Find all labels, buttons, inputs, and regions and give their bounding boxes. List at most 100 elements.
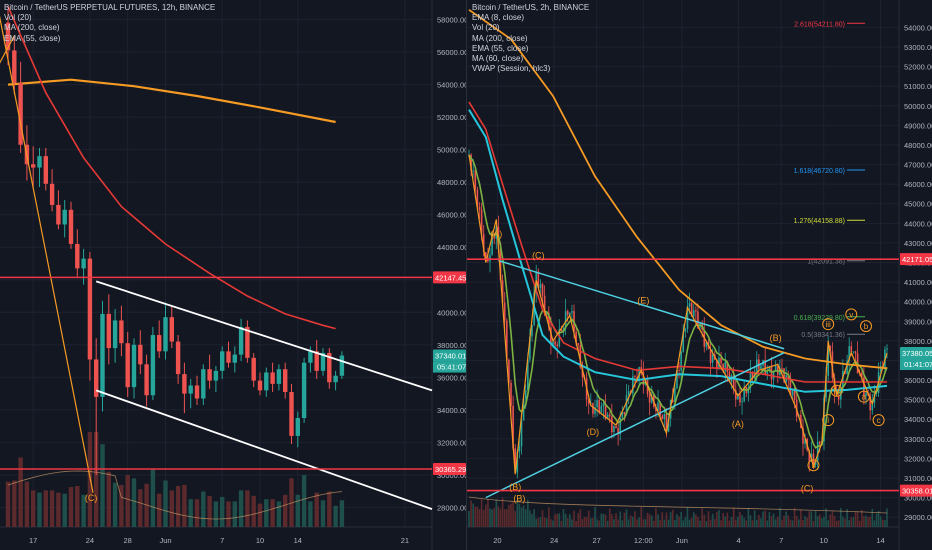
- right-volume-bar: [596, 519, 598, 527]
- right-volume-bar: [812, 520, 815, 527]
- right-volume-bar: [581, 519, 584, 527]
- right-price-tag-lower-bg: [900, 484, 932, 497]
- right-candle-body: [556, 344, 559, 347]
- right-volume-bar: [646, 512, 649, 527]
- right-volume-bar: [781, 519, 783, 527]
- left-candle-body: [94, 359, 99, 397]
- right-candle-body: [514, 448, 517, 473]
- right-candle-body: [545, 312, 548, 315]
- left-y-tick-label: 44000.00: [437, 243, 466, 252]
- right-volume-bar: [829, 514, 832, 527]
- right-volume-bar: [638, 517, 640, 527]
- right-candle-body: [470, 154, 472, 172]
- right-volume-bar: [688, 519, 691, 527]
- right-candle-body: [886, 348, 888, 350]
- right-volume-bar: [753, 510, 756, 527]
- right-wave-label: a: [862, 393, 867, 402]
- left-candle-body: [106, 313, 111, 349]
- right-volume-bar: [623, 512, 626, 527]
- right-candle-body: [527, 359, 529, 391]
- right-volume-bar: [772, 513, 775, 527]
- right-chart-panel[interactable]: Bitcoin / TetherUS, 2h, BINANCE EMA (8, …: [466, 0, 932, 550]
- right-volume-bar: [690, 517, 693, 527]
- left-y-tick-label: 34000.00: [437, 406, 466, 415]
- right-candle-body: [800, 414, 802, 428]
- left-volume-bar: [75, 486, 80, 527]
- right-volume-bar: [867, 517, 869, 527]
- right-volume-bar: [854, 511, 857, 527]
- right-volume-bar: [487, 499, 489, 527]
- right-volume-bar: [720, 520, 722, 527]
- right-volume-bar: [503, 509, 506, 527]
- right-candle-body: [634, 376, 636, 378]
- right-candle-body: [531, 324, 533, 337]
- right-chart-svg[interactable]: 54000.00 53000.00 52000.00 51000.00 50000.00…: [467, 0, 932, 550]
- left-volume-bar: [283, 494, 288, 527]
- right-candle-body: [732, 375, 735, 390]
- right-volume-bar: [842, 516, 844, 527]
- right-volume-bar: [785, 511, 787, 527]
- right-candle-body: [676, 370, 678, 389]
- right-y-tick-label: 40000.00: [904, 298, 932, 307]
- left-candle-body: [112, 320, 118, 349]
- right-y-tick-label: 30000.00: [904, 494, 932, 503]
- right-candle-body: [764, 360, 766, 375]
- right-volume-bar: [837, 520, 840, 527]
- right-triangle-upper: [498, 259, 785, 350]
- right-fib-label: 1.276(44158.88): [794, 218, 845, 225]
- right-volume-bar: [636, 519, 638, 527]
- right-candle-body: [510, 382, 512, 406]
- left-volume-bar: [333, 505, 338, 527]
- right-price-tag-lower: 30358.01: [902, 487, 932, 496]
- left-chart-svg[interactable]: 58000.00 56000.00 54000.00 52000.00 50000.00…: [0, 0, 466, 550]
- left-candle-body: [327, 352, 332, 383]
- left-chart-panel[interactable]: Bitcoin / TetherUS PERPETUAL FUTURES, 12…: [0, 0, 466, 550]
- left-volume-bar: [188, 499, 193, 527]
- right-volume-bar: [728, 520, 731, 527]
- left-candle-body: [131, 344, 137, 388]
- right-volume-bar: [508, 504, 510, 527]
- right-volume-bar: [871, 508, 874, 527]
- right-candle-body: [539, 284, 542, 288]
- left-volume-bar: [49, 490, 55, 527]
- left-countdown-bg: [433, 361, 466, 373]
- right-candle-body: [686, 306, 689, 329]
- right-candle-body: [818, 441, 821, 444]
- right-volume-bar: [491, 509, 493, 527]
- right-ma200-line: [468, 9, 888, 370]
- left-candle-body: [5, 22, 11, 51]
- right-candle-body: [518, 446, 521, 452]
- right-volume-bar: [655, 508, 657, 527]
- right-wave-label: (A): [732, 419, 744, 429]
- right-candle-body: [720, 357, 722, 364]
- right-volume-bar: [827, 520, 829, 527]
- right-candle-body: [608, 414, 611, 417]
- right-volume-bar: [802, 519, 804, 527]
- right-candle-body: [571, 311, 573, 313]
- right-volume-bar: [608, 508, 611, 527]
- left-candle-body: [138, 344, 143, 365]
- right-volume-bar: [705, 520, 708, 527]
- left-candle-body: [320, 352, 326, 371]
- right-candle-body: [659, 402, 661, 416]
- left-volume-bar: [119, 484, 124, 527]
- right-volume-bar: [808, 511, 811, 527]
- left-volume-bar: [276, 501, 282, 527]
- right-wave-label: (C): [801, 484, 814, 494]
- right-candle-body: [739, 393, 741, 403]
- left-volume-bar: [245, 490, 250, 527]
- right-candle-body: [598, 400, 601, 413]
- right-candle-body: [480, 209, 483, 234]
- right-volume-bar: [814, 510, 817, 527]
- right-y-tick-label: 36000.00: [904, 376, 932, 385]
- right-volume-bar: [789, 519, 792, 527]
- right-candle-body: [690, 303, 693, 317]
- right-volume-bar: [657, 514, 659, 527]
- left-candle-body: [100, 313, 105, 397]
- right-candle-body: [485, 252, 487, 258]
- right-volume-bar: [480, 498, 483, 527]
- left-candle-body: [163, 317, 168, 352]
- left-y-tick-label: 52000.00: [437, 113, 466, 122]
- left-candle-body: [188, 385, 193, 394]
- right-volume-bar: [793, 507, 796, 527]
